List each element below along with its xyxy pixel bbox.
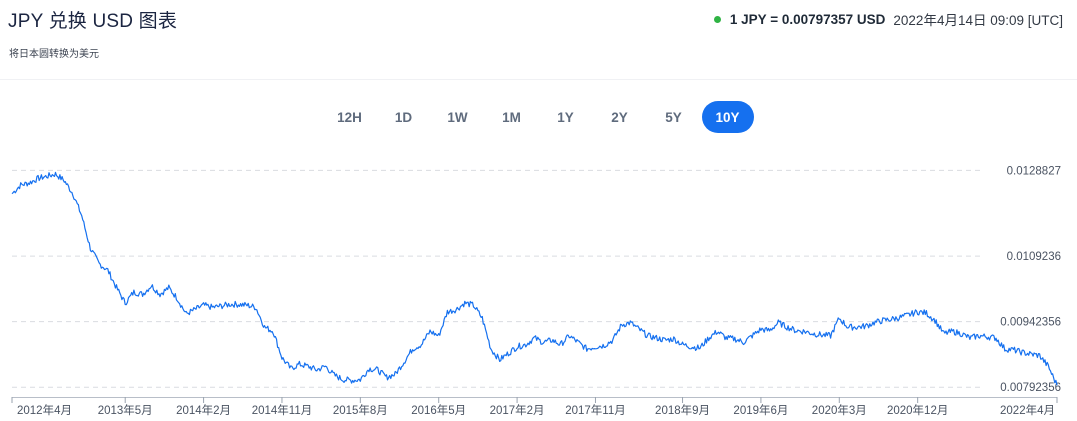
- x-tick-label: 2022年4月: [1000, 403, 1055, 417]
- exchange-rate-chart[interactable]: 0.0128827 0.0109236 0.00942356 0.00792356 20…: [0, 150, 1077, 421]
- rate-series-line: [11, 171, 1058, 386]
- x-tick-label: 2018年9月: [655, 403, 710, 417]
- page-subtitle: 将日本圆转换为美元: [9, 49, 99, 60]
- range-button-1w[interactable]: 1W: [432, 101, 484, 133]
- x-tick-label: 2015年8月: [333, 403, 388, 417]
- rate-value: 1 JPY = 0.00797357 USD: [729, 11, 886, 27]
- x-tick-label: 2016年5月: [411, 403, 466, 417]
- range-button-10y[interactable]: 10Y: [701, 101, 754, 133]
- range-button-1m[interactable]: 1M: [486, 101, 538, 133]
- range-button-1d[interactable]: 1D: [378, 101, 430, 133]
- y-reference-label: 0.0128827: [1007, 165, 1061, 177]
- range-button-1y[interactable]: 1Y: [540, 101, 592, 133]
- y-reference-label: 0.0109236: [1007, 251, 1061, 263]
- x-tick-label: 2017年2月: [490, 403, 545, 417]
- time-range-selector: 12H 1D 1W 1M 1Y 2Y 5Y 10Y: [0, 101, 1077, 133]
- x-tick-label: 2020年12月: [887, 403, 948, 417]
- y-reference-label: 0.00792356: [1000, 382, 1061, 394]
- x-tick-label: 2019年6月: [733, 403, 788, 417]
- x-tick-label: 2014年2月: [176, 403, 231, 417]
- range-button-5y[interactable]: 5Y: [648, 101, 700, 133]
- x-tick-label: 2017年11月: [565, 403, 626, 417]
- y-reference-label: 0.00942356: [1000, 317, 1061, 329]
- x-tick-label: 2012年4月: [17, 403, 72, 417]
- live-dot-icon: [713, 15, 721, 23]
- x-tick-label: 2013年5月: [98, 403, 153, 417]
- range-button-12h[interactable]: 12H: [324, 101, 376, 133]
- current-rate: 1 JPY = 0.00797357 USD 2022年4月14日 09:09 …: [713, 9, 1063, 29]
- x-tick-label: 2020年3月: [812, 403, 867, 417]
- range-button-2y[interactable]: 2Y: [594, 101, 646, 133]
- header-divider: [0, 79, 1077, 80]
- page-title: JPY 兑换 USD 图表: [8, 11, 178, 32]
- x-tick-label: 2014年11月: [252, 403, 313, 417]
- rate-timestamp: 2022年4月14日 09:09 [UTC]: [893, 13, 1063, 28]
